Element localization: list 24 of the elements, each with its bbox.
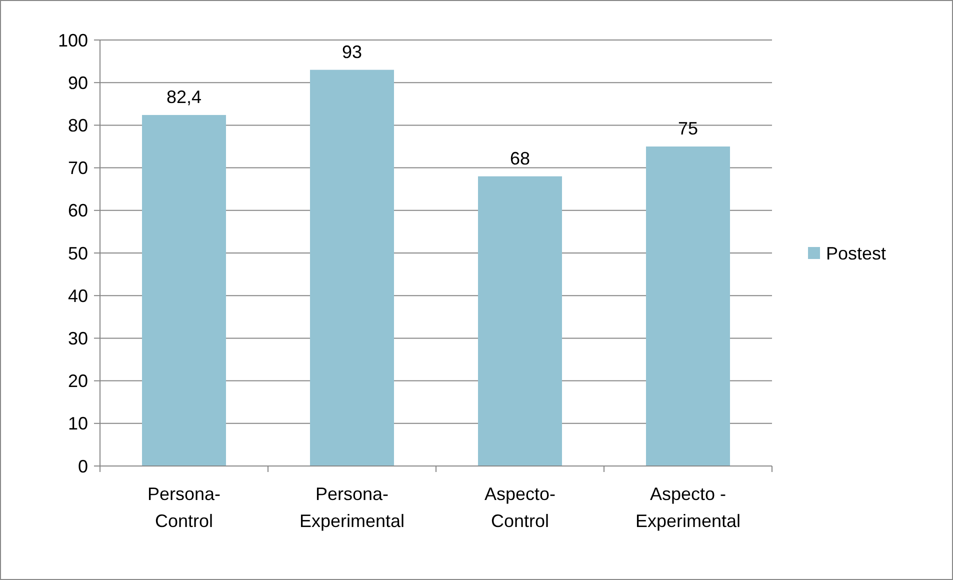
y-tick-label: 30 (68, 328, 88, 348)
x-tick-label: Persona-Experimental (299, 484, 405, 531)
bar (646, 146, 730, 466)
legend-label: Postest (826, 243, 886, 264)
bar (478, 176, 562, 466)
x-tick-label: Persona-Control (147, 484, 221, 531)
x-tick-label: Aspecto - Experimental (635, 484, 741, 531)
y-tick-label: 60 (68, 200, 88, 221)
data-label: 68 (510, 148, 530, 168)
data-label: 75 (678, 118, 698, 138)
y-tick-label: 10 (68, 414, 88, 434)
bar (142, 114, 226, 466)
y-tick-label: 100 (58, 30, 88, 50)
y-tick-label: 70 (68, 158, 88, 178)
y-tick-label: 50 (68, 243, 88, 264)
y-tick-label: 90 (68, 72, 88, 93)
y-tick-label: 80 (68, 116, 88, 136)
data-label: 93 (342, 42, 362, 62)
data-label: 82,4 (166, 86, 202, 107)
y-tick-label: 20 (68, 371, 88, 392)
y-tick-label: 0 (78, 456, 88, 476)
y-tick-label: 40 (68, 286, 88, 306)
bar (310, 70, 394, 466)
x-tick-label: Aspecto-Control (484, 484, 556, 531)
